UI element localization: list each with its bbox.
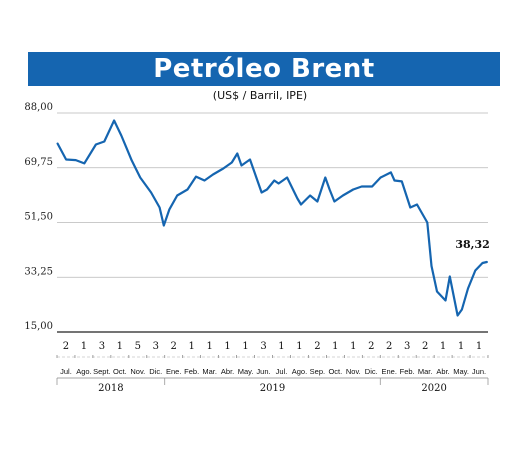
x-month-label: Jun. bbox=[256, 367, 270, 376]
x-year-label: 2018 bbox=[98, 383, 123, 394]
x-month-label: Ago. bbox=[76, 367, 91, 376]
y-tick-label: 69,75 bbox=[24, 157, 53, 168]
x-day-label: 3 bbox=[153, 341, 159, 352]
x-month-label: Dic. bbox=[149, 367, 162, 376]
x-day-label: 1 bbox=[189, 341, 195, 352]
x-day-label: 1 bbox=[332, 341, 338, 352]
x-month-label: Dic. bbox=[365, 367, 378, 376]
x-day-label: 1 bbox=[458, 341, 464, 352]
x-month-label: Feb. bbox=[184, 367, 199, 376]
x-month-label: May. bbox=[453, 367, 469, 376]
last-value-label: 38,32 bbox=[455, 238, 489, 251]
x-day-label: 1 bbox=[117, 341, 123, 352]
x-month-label: Ene. bbox=[166, 367, 181, 376]
x-month-label: Nov. bbox=[346, 367, 361, 376]
x-day-label: 1 bbox=[476, 341, 482, 352]
x-day-label: 5 bbox=[135, 341, 141, 352]
x-day-label: 1 bbox=[224, 341, 230, 352]
x-month-label: Abr. bbox=[436, 367, 449, 376]
x-month-label: Oct. bbox=[328, 367, 342, 376]
y-tick-label: 15,00 bbox=[24, 321, 53, 332]
y-tick-label: 33,25 bbox=[24, 266, 53, 277]
x-day-label: 1 bbox=[81, 341, 87, 352]
x-month-label: Mar. bbox=[202, 367, 217, 376]
x-month-label: Ene. bbox=[382, 367, 397, 376]
x-month-label: Abr. bbox=[221, 367, 234, 376]
x-month-label: Mar. bbox=[418, 367, 433, 376]
x-month-label: Nov. bbox=[130, 367, 145, 376]
y-tick-label: 51,50 bbox=[24, 212, 53, 223]
x-month-label: May. bbox=[238, 367, 254, 376]
x-month-label: Jul. bbox=[60, 367, 72, 376]
x-day-label: 2 bbox=[368, 341, 374, 352]
x-day-label: 1 bbox=[440, 341, 446, 352]
x-day-label: 3 bbox=[260, 341, 266, 352]
x-day-label: 2 bbox=[422, 341, 428, 352]
x-year-label: 2020 bbox=[421, 383, 446, 394]
x-month-label: Feb. bbox=[400, 367, 415, 376]
x-day-label: 1 bbox=[278, 341, 284, 352]
x-day-label: 3 bbox=[404, 341, 410, 352]
chart-title: Petróleo Brent bbox=[28, 52, 500, 86]
y-tick-label: 88,00 bbox=[24, 102, 53, 113]
x-month-label: Sep. bbox=[310, 367, 325, 376]
x-day-label: 3 bbox=[99, 341, 105, 352]
x-day-label: 2 bbox=[63, 341, 69, 352]
brent-price-line bbox=[56, 119, 488, 317]
x-day-label: 2 bbox=[386, 341, 392, 352]
x-day-label: 1 bbox=[350, 341, 356, 352]
x-day-label: 1 bbox=[296, 341, 302, 352]
x-day-label: 1 bbox=[206, 341, 212, 352]
x-month-label: Ago. bbox=[292, 367, 307, 376]
x-day-label: 2 bbox=[171, 341, 177, 352]
x-month-label: Jul. bbox=[276, 367, 288, 376]
x-month-label: Sept. bbox=[93, 367, 111, 376]
x-day-label: 1 bbox=[242, 341, 248, 352]
chart-subtitle: (US$ / Barril, IPE) bbox=[212, 89, 308, 102]
x-month-label: Oct. bbox=[113, 367, 127, 376]
x-day-label: 2 bbox=[314, 341, 320, 352]
x-year-label: 2019 bbox=[260, 383, 285, 394]
x-month-label: Jun. bbox=[472, 367, 486, 376]
